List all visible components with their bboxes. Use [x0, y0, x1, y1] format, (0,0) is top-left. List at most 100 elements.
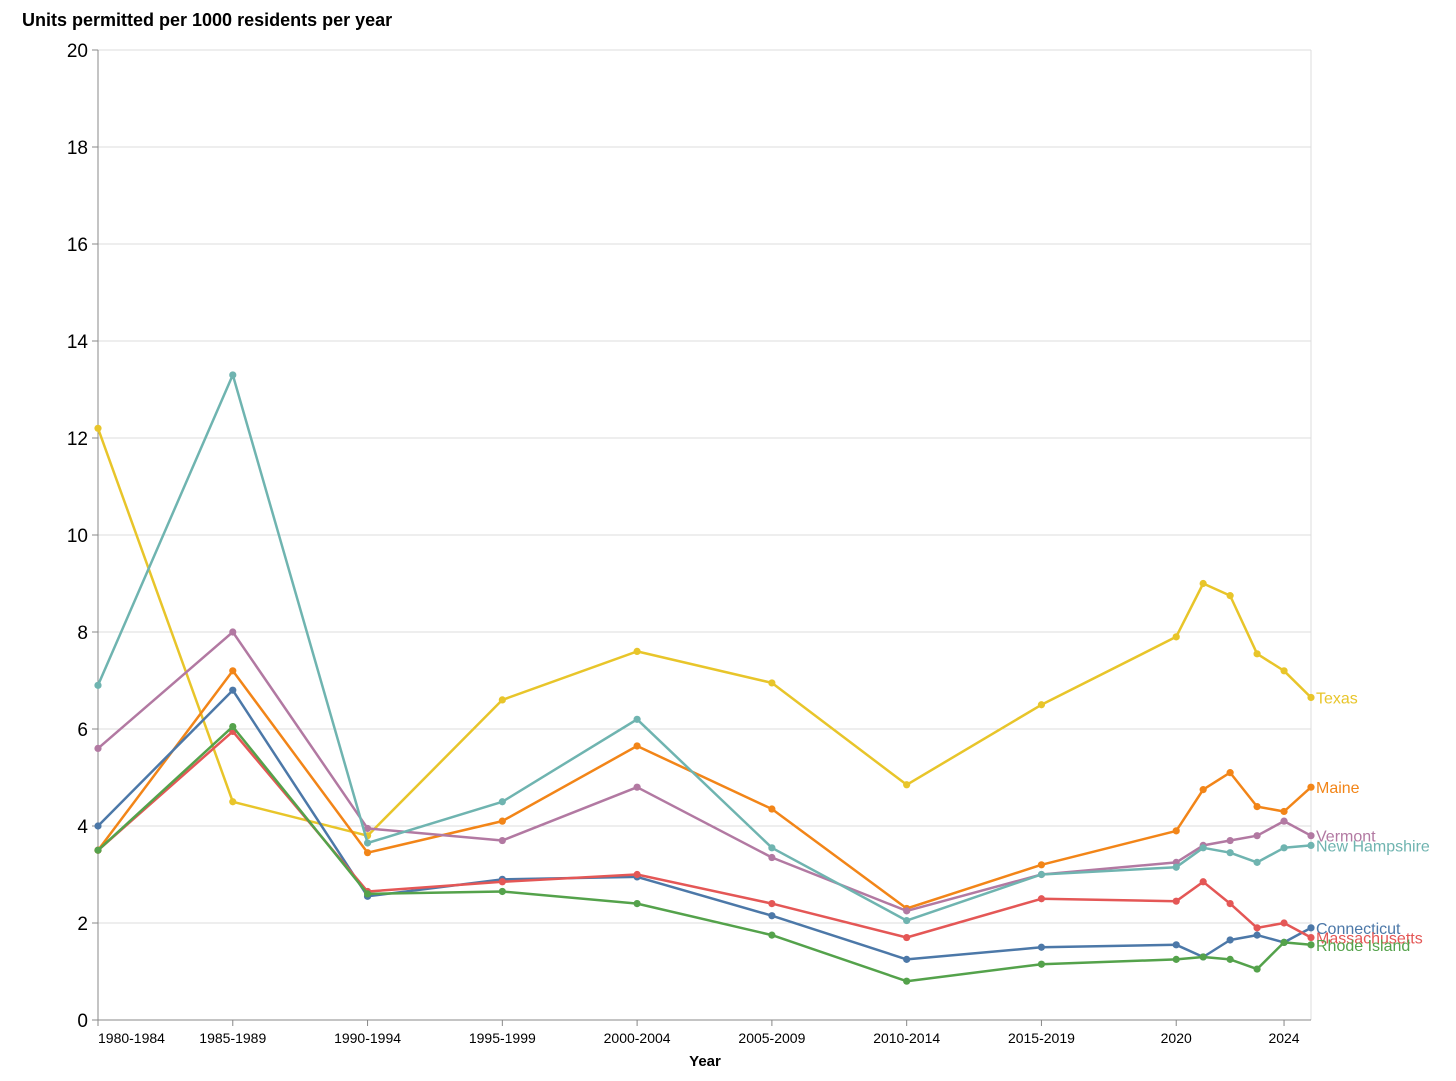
data-point-maine [498, 817, 506, 825]
data-point-maine [1199, 786, 1207, 794]
data-point-massachusetts [633, 870, 641, 879]
data-point-connecticut [903, 955, 911, 963]
data-point-maine [768, 805, 776, 813]
data-point-rhode-island [94, 846, 102, 854]
data-point-new-hampshire [1172, 863, 1180, 871]
data-point-vermont [1226, 836, 1234, 845]
data-point-massachusetts [1172, 897, 1180, 905]
data-point-new-hampshire [903, 916, 911, 925]
data-point-maine [229, 667, 237, 675]
x-tick-label: 2000-2004 [604, 1030, 671, 1046]
data-point-vermont [633, 783, 641, 791]
x-tick-label: 2020 [1161, 1030, 1192, 1046]
y-tick-label: 10 [67, 526, 88, 547]
data-point-vermont [94, 744, 102, 753]
series-lines [94, 371, 1315, 985]
series-line-rhode-island [96, 725, 1313, 983]
data-point-new-hampshire [94, 681, 102, 689]
data-point-texas [229, 798, 237, 806]
data-point-maine [1172, 827, 1180, 835]
data-point-rhode-island [903, 977, 911, 985]
y-tick-label: 18 [67, 138, 88, 159]
data-point-massachusetts [1199, 878, 1207, 886]
data-point-rhode-island [768, 931, 776, 939]
series-label-new-hampshire: New Hampshire [1316, 838, 1430, 855]
series-label-connecticut: Connecticut [1316, 921, 1401, 938]
data-point-rhode-island [1280, 938, 1288, 947]
data-point-rhode-island [1226, 955, 1234, 963]
data-point-new-hampshire [498, 798, 506, 806]
data-point-texas [1199, 579, 1207, 588]
data-point-texas [1037, 701, 1046, 709]
x-tick-label: 1980-1984 [98, 1030, 165, 1046]
data-point-texas [1172, 633, 1180, 641]
x-tick-label: 2005-2009 [738, 1030, 805, 1046]
data-point-rhode-island [1172, 955, 1180, 963]
chart-title: Units permitted per 1000 residents per y… [22, 10, 392, 30]
data-point-rhode-island [1199, 953, 1207, 961]
data-point-texas [94, 424, 102, 432]
series-maine [94, 667, 1315, 913]
data-point-rhode-island [1253, 965, 1261, 973]
y-tick-label: 2 [77, 914, 88, 935]
data-point-new-hampshire [1280, 844, 1288, 852]
y-tick-label: 20 [67, 41, 88, 62]
data-point-texas [1226, 592, 1234, 600]
data-point-texas [1307, 693, 1315, 702]
data-point-rhode-island [1037, 960, 1046, 968]
y-tick-label: 4 [77, 817, 88, 838]
data-point-massachusetts [1226, 900, 1234, 908]
data-point-maine [1280, 807, 1288, 816]
data-point-massachusetts [1253, 924, 1261, 932]
series-texas [94, 424, 1315, 840]
data-point-maine [1226, 769, 1234, 777]
data-point-new-hampshire [1253, 858, 1261, 866]
series-connecticut [94, 686, 1315, 963]
data-point-massachusetts [1037, 895, 1046, 903]
data-point-new-hampshire [1307, 841, 1315, 850]
data-point-vermont [498, 836, 506, 845]
data-point-massachusetts [1280, 919, 1288, 927]
y-tick-label: 12 [67, 429, 88, 450]
x-tick-label: 1985-1989 [199, 1030, 266, 1046]
data-point-rhode-island [633, 900, 641, 908]
y-tick-label: 6 [77, 720, 88, 741]
data-point-maine [1253, 803, 1261, 811]
axes: 0 2 4 6 8 10 12 14 16 18 20 1980-1984 1985-1989 1990-… [67, 41, 1311, 1046]
data-point-new-hampshire [363, 839, 372, 847]
data-point-vermont [363, 824, 372, 833]
data-point-new-hampshire [1037, 870, 1046, 879]
series-line-new-hampshire [96, 373, 1313, 922]
series-label-rhode-island: Rhode Island [1316, 938, 1410, 955]
data-point-rhode-island [1307, 941, 1315, 949]
series-line-vermont [96, 630, 1313, 913]
data-point-vermont [768, 853, 776, 862]
x-tick-label: 2015-2019 [1008, 1030, 1075, 1046]
data-point-texas [903, 781, 911, 789]
series-line-massachusetts [96, 730, 1313, 939]
x-tick-label: 1990-1994 [334, 1030, 401, 1046]
series-label-texas: Texas [1316, 690, 1358, 707]
data-point-maine [1307, 783, 1315, 791]
y-tick-label: 14 [67, 332, 89, 353]
data-point-massachusetts [768, 900, 776, 908]
data-point-connecticut [1307, 924, 1315, 932]
data-point-new-hampshire [229, 371, 237, 379]
data-point-connecticut [229, 686, 237, 694]
data-point-texas [498, 696, 506, 704]
data-point-maine [1037, 861, 1046, 869]
x-tick-label: 2010-2014 [873, 1030, 940, 1046]
gridlines [98, 49, 1312, 1021]
data-point-connecticut [1226, 936, 1234, 944]
data-point-rhode-island [229, 722, 237, 731]
data-point-massachusetts [1307, 933, 1315, 942]
data-point-texas [1253, 650, 1261, 658]
data-point-connecticut [1037, 943, 1046, 951]
data-point-maine [633, 742, 641, 750]
series-label-vermont: Vermont [1316, 829, 1376, 846]
data-point-vermont [1307, 832, 1315, 840]
data-point-rhode-island [363, 890, 372, 898]
